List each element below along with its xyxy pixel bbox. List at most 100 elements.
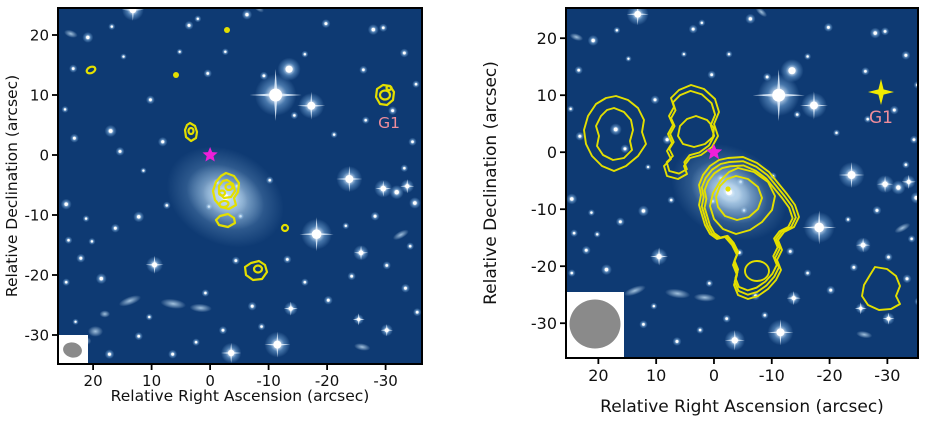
star	[875, 208, 879, 212]
x-tick-label: 0	[205, 372, 215, 390]
star	[224, 50, 227, 53]
y-tick-label: 0	[39, 146, 49, 164]
background-galaxy	[693, 293, 716, 302]
y-axis-label-right: Relative Declination (arcsec)	[481, 61, 501, 305]
star	[364, 119, 367, 122]
panel-left-high-resolution: 20 10 0 -10 -20 -30 20 10 0 -10 -20 -30	[25, 7, 423, 390]
star	[731, 337, 738, 344]
contour-ring	[378, 89, 392, 101]
contour-line	[183, 121, 199, 143]
star	[118, 150, 122, 153]
star	[350, 274, 353, 278]
star	[613, 127, 618, 132]
contour-line	[700, 160, 797, 296]
beam-ellipse	[63, 342, 82, 358]
star	[285, 65, 293, 73]
star	[234, 259, 238, 262]
star	[883, 30, 887, 33]
star	[604, 267, 609, 272]
star	[814, 222, 824, 233]
star	[148, 315, 151, 319]
star	[344, 224, 347, 227]
sky-image	[566, 8, 918, 358]
star	[113, 226, 117, 230]
star	[682, 53, 685, 56]
star	[827, 25, 830, 29]
contour-line	[663, 84, 720, 180]
star	[345, 175, 354, 183]
contour-ring	[217, 189, 227, 197]
star	[288, 306, 293, 311]
background-galaxy	[894, 222, 911, 234]
contour-line	[698, 156, 800, 300]
star	[912, 138, 916, 141]
x-tick-label: 10	[646, 366, 666, 385]
plot-border	[565, 7, 919, 359]
sky-image	[58, 8, 422, 364]
y-tick-label: -20	[25, 266, 50, 284]
star	[404, 286, 407, 290]
star	[84, 217, 88, 220]
star	[381, 26, 385, 30]
star	[772, 88, 786, 102]
star	[402, 51, 406, 55]
contour-line	[709, 167, 776, 235]
contour-line	[595, 107, 634, 161]
axes: 20 10 0 -10 -20 -30 20 10 0 -10 -20 -30	[25, 7, 423, 390]
star	[303, 281, 307, 284]
star	[67, 239, 70, 242]
star	[358, 250, 364, 256]
star	[578, 134, 582, 138]
star	[873, 31, 877, 35]
star	[79, 256, 83, 260]
star-halo	[913, 81, 918, 89]
plot-border	[57, 7, 423, 365]
star	[149, 98, 152, 102]
annotation-g1-left: G1	[378, 114, 400, 132]
star	[846, 218, 850, 221]
y-tick-label: 0	[547, 143, 557, 162]
star	[698, 328, 702, 332]
star	[700, 21, 703, 24]
star	[642, 323, 645, 326]
star	[634, 10, 642, 18]
contour-line	[665, 89, 717, 175]
background-galaxy	[252, 8, 264, 13]
star	[835, 131, 838, 134]
star	[303, 53, 306, 56]
star	[847, 171, 856, 180]
star	[892, 108, 896, 112]
x-tick-label: -30	[874, 366, 900, 385]
star	[273, 340, 282, 349]
radio-contour-overlay	[85, 27, 396, 282]
star	[161, 140, 165, 144]
star	[137, 215, 141, 219]
star	[896, 185, 901, 190]
contour-dot	[224, 27, 230, 33]
y-tick-label: 20	[537, 29, 557, 48]
contour-dot	[173, 72, 179, 78]
star	[86, 35, 90, 40]
background-galaxy	[160, 298, 187, 309]
contour-line	[243, 259, 269, 282]
background-galaxy	[87, 326, 104, 337]
star	[788, 67, 796, 75]
star	[653, 98, 657, 102]
x-axis-label-right: Relative Right Ascension (arcsec)	[600, 397, 884, 417]
star	[187, 24, 191, 27]
star	[206, 72, 210, 75]
y-tick-label: 10	[537, 86, 557, 105]
star	[414, 83, 418, 86]
contour-line	[217, 178, 237, 200]
star	[362, 68, 365, 72]
star	[324, 22, 328, 25]
contour-line	[211, 171, 241, 211]
star	[384, 328, 389, 333]
contour-line	[214, 212, 237, 229]
star	[293, 114, 296, 117]
x-tick-label: -10	[759, 366, 785, 385]
star	[708, 282, 711, 285]
star	[64, 202, 68, 206]
